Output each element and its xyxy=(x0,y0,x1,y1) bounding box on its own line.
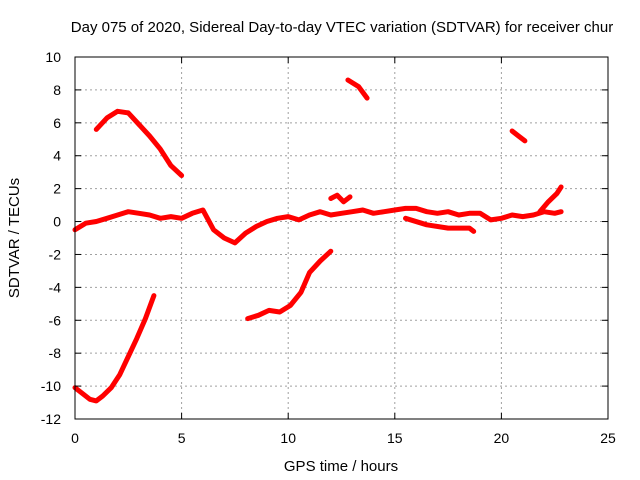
series-arc-2 xyxy=(72,205,564,246)
plot-frame xyxy=(74,56,609,420)
y-tick-label: 8 xyxy=(53,82,61,98)
x-tick-label: 5 xyxy=(178,430,186,446)
y-tick-label: 6 xyxy=(53,115,61,131)
x-tick-label: 25 xyxy=(600,430,616,446)
y-tick-label: -6 xyxy=(49,312,62,328)
x-tick-label: 0 xyxy=(71,430,79,446)
x-tick-label: 10 xyxy=(280,430,296,446)
y-tick-label: 4 xyxy=(53,148,61,164)
series-arc-4 xyxy=(245,248,334,322)
y-tick-label: -8 xyxy=(49,345,62,361)
y-tick-label: -12 xyxy=(41,411,61,427)
series-arc-1 xyxy=(93,108,185,178)
series-arc-6 xyxy=(509,128,528,144)
y-tick-label: -4 xyxy=(49,279,62,295)
series-arc-3 xyxy=(72,293,157,404)
x-tick-label: 15 xyxy=(387,430,403,446)
y-tick-label: -2 xyxy=(49,246,62,262)
series-arc-7 xyxy=(328,192,353,205)
y-tick-label: 2 xyxy=(53,181,61,197)
x-axis-label: GPS time / hours xyxy=(284,458,398,475)
series-arc-5 xyxy=(345,77,370,101)
series-layer xyxy=(72,77,564,404)
x-tick-label: 20 xyxy=(494,430,510,446)
grid xyxy=(75,57,608,419)
chart-title: Day 075 of 2020, Sidereal Day-to-day VTE… xyxy=(71,19,613,36)
y-tick-label: 10 xyxy=(45,49,61,65)
series-arc-9 xyxy=(537,184,564,215)
tick-layer: 0 5 10 15 20 25 -12 -10 -8 -6 -4 -2 0 2 4 6 8 10 xyxy=(41,49,616,446)
y-tick-label: 0 xyxy=(53,214,61,230)
y-axis-label: SDTVAR / TECUs xyxy=(6,178,23,298)
y-tick-label: -10 xyxy=(41,378,61,394)
series-arc-8 xyxy=(403,215,477,234)
